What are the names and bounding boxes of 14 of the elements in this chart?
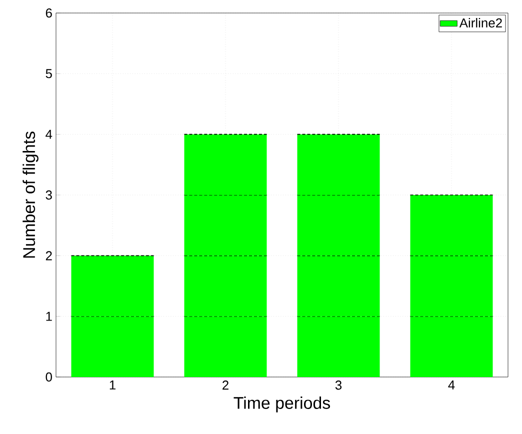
x-tick-label: 3 xyxy=(335,380,342,390)
x-tick-label: 2 xyxy=(222,380,228,390)
y-tick-label: 5 xyxy=(46,69,52,78)
y-tick-label: 1 xyxy=(46,312,52,321)
y-tick-label: 4 xyxy=(46,130,52,139)
y-tick-label: 6 xyxy=(46,8,52,18)
y-tick-label: 3 xyxy=(46,190,52,200)
x-tick-label: 1 xyxy=(110,380,116,390)
x-axis-title: Time periods xyxy=(234,396,330,412)
legend-label: Airline2 xyxy=(459,18,502,28)
y-axis-title: Number of flights xyxy=(22,132,38,258)
y-tick-label: 0 xyxy=(46,372,52,382)
y-tick-label: 2 xyxy=(46,251,52,260)
x-tick-label: 4 xyxy=(448,380,455,390)
